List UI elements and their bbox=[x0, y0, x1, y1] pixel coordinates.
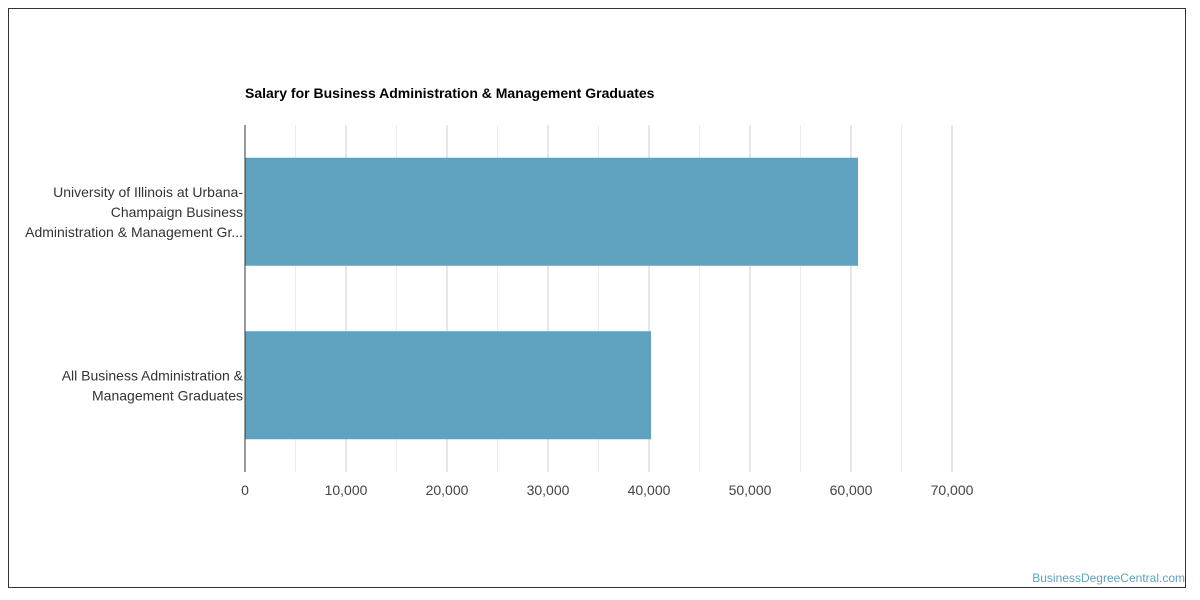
category-label: University of Illinois at Urbana-Champai… bbox=[25, 184, 243, 240]
chart-frame bbox=[8, 8, 1186, 588]
x-tick-label: 10,000 bbox=[325, 482, 368, 498]
x-tick-label: 20,000 bbox=[426, 482, 469, 498]
x-tick-label: 40,000 bbox=[628, 482, 671, 498]
label-layer: University of Illinois at Urbana-Champai… bbox=[25, 184, 973, 498]
watermark: BusinessDegreeCentral.com bbox=[1032, 571, 1185, 585]
category-label: All Business Administration & Management … bbox=[62, 367, 244, 403]
x-tick-label: 30,000 bbox=[527, 482, 570, 498]
x-tick-label: 60,000 bbox=[830, 482, 873, 498]
x-tick-label: 0 bbox=[241, 482, 249, 498]
x-tick-label: 70,000 bbox=[931, 482, 974, 498]
x-tick-label: 50,000 bbox=[729, 482, 772, 498]
bar-layer bbox=[245, 157, 859, 440]
chart-title: Salary for Business Administration & Man… bbox=[245, 85, 655, 101]
bar bbox=[245, 157, 859, 266]
bar bbox=[245, 331, 652, 440]
